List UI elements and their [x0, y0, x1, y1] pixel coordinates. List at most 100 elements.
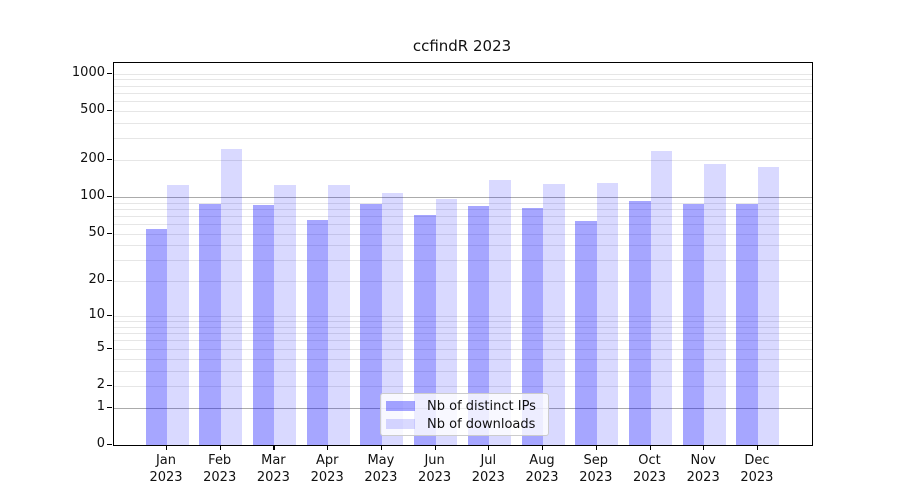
x-tick-jan [166, 445, 168, 450]
y-tick-label-0: 0 [96, 436, 105, 451]
x-tick-sep [595, 445, 597, 450]
x-tick-nov [703, 445, 705, 450]
gridline-20 [114, 281, 812, 283]
gridline-90 [114, 202, 812, 204]
y-tick-label-1: 1 [96, 398, 105, 414]
x-tick-label-jul: Jul 2023 [458, 452, 518, 486]
legend-entry-distinct-ips: Nb of distinct IPs [386, 398, 542, 414]
legend-label-distinct-ips: Nb of distinct IPs [427, 398, 536, 414]
x-tick-month: Aug [529, 453, 555, 468]
x-tick-month: Oct [638, 453, 661, 468]
y-tick-label-500: 500 [80, 101, 105, 117]
x-tick-year: 2023 [418, 470, 452, 485]
y-tick-5 [107, 347, 112, 349]
gridline-9 [114, 321, 812, 323]
x-tick-oct [649, 445, 651, 450]
x-tick-label-aug: Aug 2023 [512, 452, 572, 486]
bar-downloads-oct [650, 150, 672, 445]
gridline-100 [114, 196, 812, 198]
y-tick-20 [107, 280, 112, 282]
y-tick-1 [107, 406, 112, 408]
bar-ips-dec [736, 204, 758, 445]
plot-area: Nb of distinct IPs Nb of downloads [113, 62, 813, 446]
x-tick-label-may: May 2023 [351, 452, 411, 486]
bar-downloads-apr [328, 185, 350, 445]
gridline-900 [114, 79, 812, 81]
x-tick-month: Jul [480, 453, 497, 468]
x-tick-year: 2023 [256, 470, 290, 485]
bar-ips-jan [145, 228, 167, 445]
x-tick-feb [219, 445, 221, 450]
bar-ips-mar [252, 204, 275, 445]
x-tick-aug [542, 445, 544, 450]
x-tick-year: 2023 [579, 470, 613, 485]
y-tick-label-5: 5 [96, 339, 105, 355]
gridline-1000 [114, 73, 812, 75]
x-tick-apr [327, 445, 329, 450]
bar-downloads-dec [757, 167, 780, 445]
x-tick-month: Jan [155, 453, 177, 468]
gridline-10 [114, 316, 812, 318]
gridline-80 [114, 208, 812, 210]
gridline-30 [114, 260, 812, 262]
x-tick-label-mar: Mar 2023 [243, 452, 303, 486]
x-tick-month: Jun [424, 453, 445, 468]
y-tick-50 [107, 232, 112, 234]
gridline-500 [114, 110, 812, 112]
y-tick-100 [107, 195, 112, 198]
bar-ips-feb [199, 203, 221, 445]
bar-downloads-aug [543, 184, 565, 445]
gridline-40 [114, 245, 812, 247]
gridline-60 [114, 224, 812, 225]
x-tick-year: 2023 [203, 470, 237, 485]
gridline-400 [114, 122, 812, 124]
gridline-70 [114, 215, 812, 217]
x-tick-label-dec: Dec 2023 [727, 452, 787, 486]
x-tick-may [380, 445, 383, 450]
x-tick-jul [488, 445, 490, 450]
x-tick-dec [756, 445, 759, 450]
gridline-2 [114, 385, 812, 387]
x-tick-year: 2023 [149, 470, 183, 485]
y-tick-0 [107, 444, 112, 446]
bar-ips-sep [575, 220, 597, 445]
gridline-5 [114, 348, 812, 350]
x-tick-month: Mar [261, 453, 286, 468]
x-tick-month: Dec [744, 453, 770, 468]
bar-downloads-jul [489, 179, 511, 445]
x-tick-label-apr: Apr 2023 [297, 452, 357, 486]
x-tick-year: 2023 [471, 470, 505, 485]
y-tick-200 [107, 158, 112, 161]
x-tick-mar [273, 445, 275, 450]
y-tick-label-100: 100 [80, 187, 105, 203]
bar-ips-nov [682, 203, 705, 445]
y-tick-label-1000: 1000 [71, 64, 105, 80]
legend: Nb of distinct IPs Nb of downloads [380, 393, 549, 436]
y-tick-10 [107, 315, 112, 317]
legend-label-downloads: Nb of downloads [427, 416, 536, 432]
gridline-600 [114, 101, 812, 102]
gridline-800 [114, 85, 812, 87]
bar-ips-jun [414, 215, 436, 445]
chart-title: ccfindR 2023 [412, 37, 512, 55]
gridline-50 [114, 233, 812, 235]
bar-ips-may [360, 203, 382, 445]
x-tick-year: 2023 [686, 470, 720, 485]
bar-ips-jul [467, 205, 490, 445]
x-tick-year: 2023 [525, 470, 559, 485]
bar-downloads-may [381, 193, 404, 445]
gridline-6 [114, 340, 812, 342]
x-tick-label-jan: Jan 2023 [136, 452, 196, 486]
bar-downloads-jan [167, 184, 189, 445]
y-tick-label-10: 10 [88, 307, 105, 323]
x-tick-month: Feb [208, 453, 232, 468]
x-tick-label-feb: Feb 2023 [190, 452, 250, 486]
y-tick-label-20: 20 [88, 272, 105, 288]
x-tick-label-sep: Sep 2023 [566, 452, 626, 486]
x-tick-label-jun: Jun 2023 [405, 452, 465, 486]
bar-downloads-jun [435, 198, 458, 445]
x-tick-year: 2023 [310, 470, 344, 485]
x-tick-year: 2023 [364, 470, 398, 485]
gridline-4 [114, 358, 812, 360]
